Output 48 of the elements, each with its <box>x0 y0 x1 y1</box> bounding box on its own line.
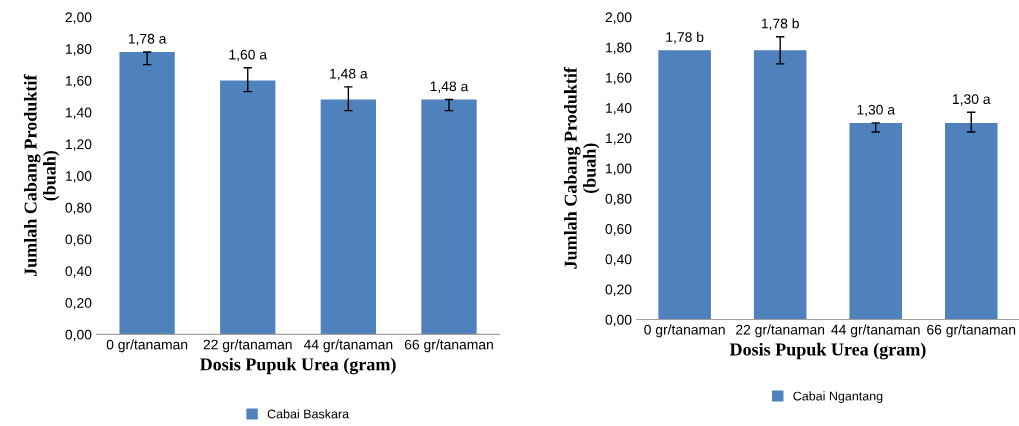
bar <box>220 80 276 335</box>
y-tick-label: 0,40 <box>65 266 92 278</box>
y-tick-label: 1,20 <box>65 139 92 151</box>
x-tick-label: 0 gr/tanaman <box>106 339 188 353</box>
data-label: 1,30 a <box>857 104 896 117</box>
x-axis-title: Dosis Pupuk Urea (gram) <box>199 357 396 375</box>
bar <box>421 99 477 335</box>
x-tick-label: 44 gr/tanaman <box>303 339 393 353</box>
y-tick-label: 1,20 <box>606 133 632 145</box>
x-tick-label: 22 gr/tanaman <box>736 324 825 338</box>
y-tick-label: 0,40 <box>605 254 632 266</box>
y-tick-label: 0,60 <box>65 234 92 247</box>
y-tick-label: 1,60 <box>65 75 92 88</box>
y-axis-title: Jumlah Cabang Produktif (buah) <box>23 74 60 277</box>
y-tick-label: 1,40 <box>606 103 632 115</box>
y-tick-label: 1,00 <box>65 171 92 183</box>
x-tick-label: 0 gr/tanaman <box>644 324 725 338</box>
x-tick-label: 44 gr/tanaman <box>831 324 920 338</box>
y-tick-label: 0,20 <box>65 298 92 310</box>
y-tick-label: 1,40 <box>65 107 92 120</box>
y-tick-label: 1,80 <box>65 44 92 56</box>
y-tick-label: 0,00 <box>65 329 92 342</box>
x-axis-title: Dosis Pupuk Urea (gram) <box>729 342 926 360</box>
data-label: 1,78 b <box>761 18 799 31</box>
x-tick-label: 66 gr/tanaman <box>927 324 1016 338</box>
legend-label: Cabai Baskara <box>267 409 350 419</box>
x-tick-label: 66 gr/tanaman <box>404 339 493 353</box>
data-label: 1,30 a <box>952 94 991 106</box>
data-label: 1,60 a <box>229 49 268 62</box>
y-tick-label: 0,80 <box>605 193 632 206</box>
bar <box>320 99 377 335</box>
y-tick-label: 2,00 <box>65 12 92 24</box>
y-tick-label: 0,60 <box>605 224 632 236</box>
y-tick-label: 2,00 <box>605 12 632 24</box>
data-label: 1,48 a <box>330 68 368 81</box>
legend-label: Cabai Ngantang <box>793 391 883 403</box>
y-tick-label: 1,60 <box>606 72 632 85</box>
x-tick-label: 22 gr/tanaman <box>203 339 292 353</box>
data-label: 1,48 a <box>430 81 469 93</box>
bar <box>119 51 175 335</box>
y-tick-label: 1,00 <box>606 163 632 176</box>
y-tick-label: 0,20 <box>605 284 632 297</box>
data-label: 1,78 a <box>128 33 167 46</box>
y-tick-label: 0,00 <box>605 314 632 327</box>
y-tick-label: 1,80 <box>606 42 632 55</box>
data-label: 1,78 b <box>666 31 704 44</box>
y-tick-label: 0,80 <box>65 202 92 215</box>
y-axis-title: Jumlah Cabang Produktif (buah) <box>563 66 600 269</box>
